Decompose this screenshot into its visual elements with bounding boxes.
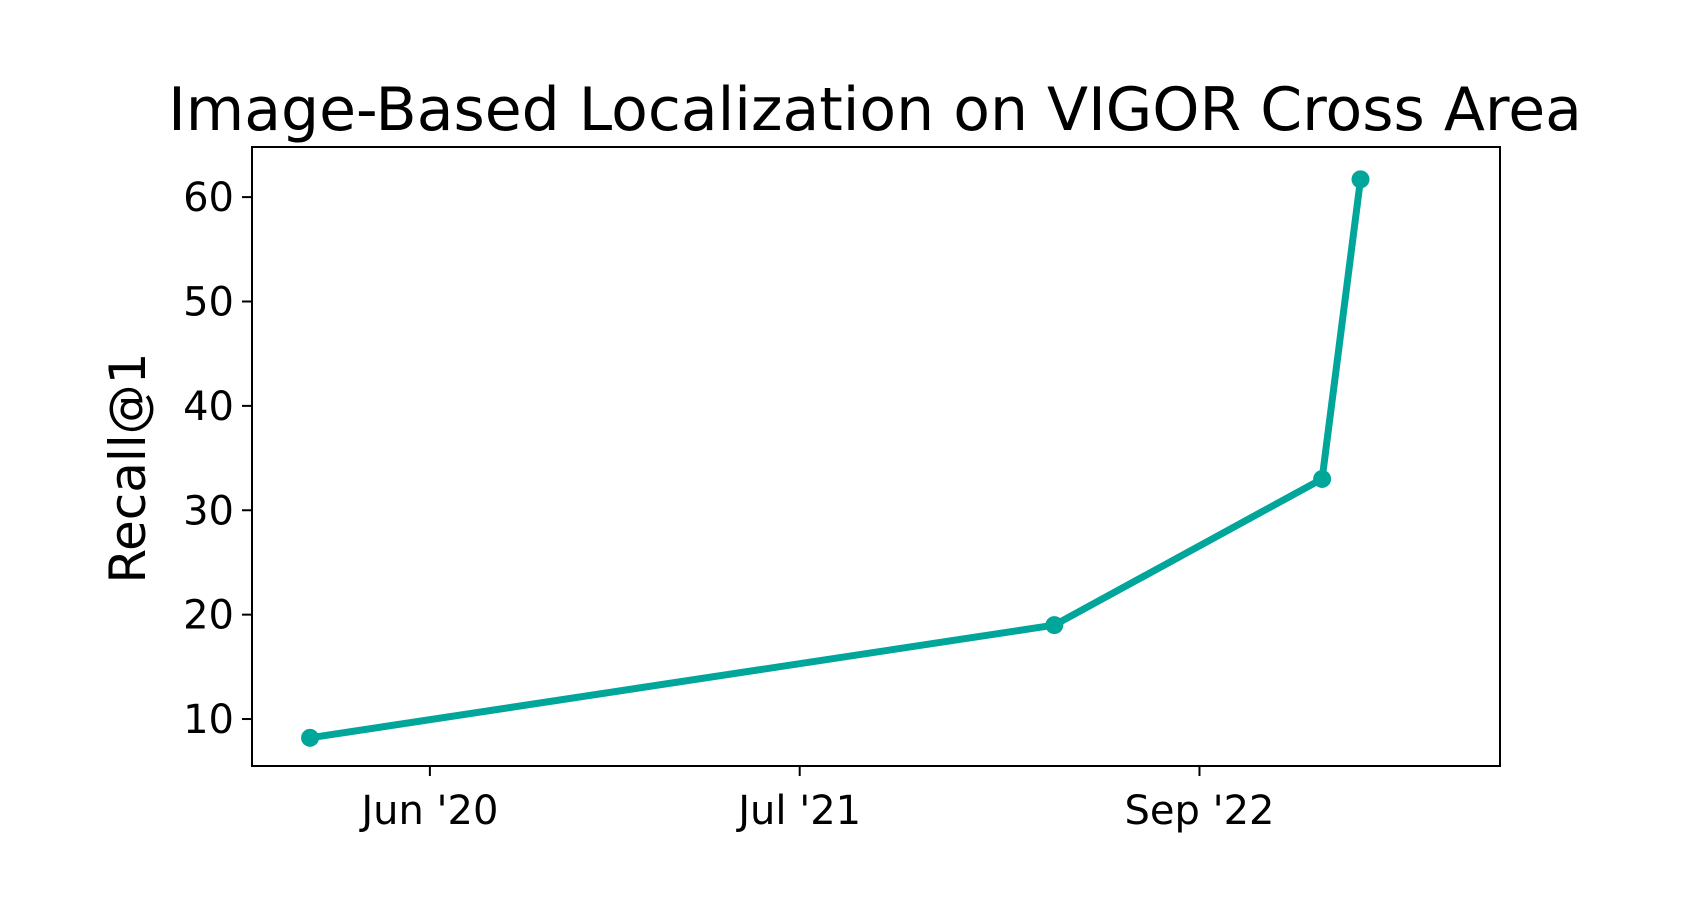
data-point (1045, 616, 1064, 635)
y-tick-label: 10 (183, 697, 234, 743)
x-tick-label: Jun '20 (358, 788, 498, 834)
data-point (301, 728, 320, 747)
x-tick-label: Sep '22 (1124, 788, 1274, 834)
y-tick-label: 60 (183, 175, 234, 221)
x-ticks: Jun '20 Jul '21 Sep '22 (358, 766, 1274, 834)
plot-frame (251, 146, 1501, 767)
x-tick-label: Jul '21 (735, 788, 861, 834)
series-layer (301, 170, 1370, 747)
y-tick-label: 30 (183, 488, 234, 534)
y-axis-label: Recall@1 (99, 353, 157, 584)
data-point (1313, 469, 1332, 488)
data-point (1351, 170, 1370, 189)
chart-title: Image-Based Localization on VIGOR Cross … (168, 75, 1582, 145)
y-ticks: 10 20 30 40 50 60 (183, 175, 252, 743)
y-tick-label: 40 (183, 384, 234, 430)
y-tick-label: 20 (183, 593, 234, 639)
y-tick-label: 50 (183, 279, 234, 325)
series-line (306, 175, 1364, 742)
